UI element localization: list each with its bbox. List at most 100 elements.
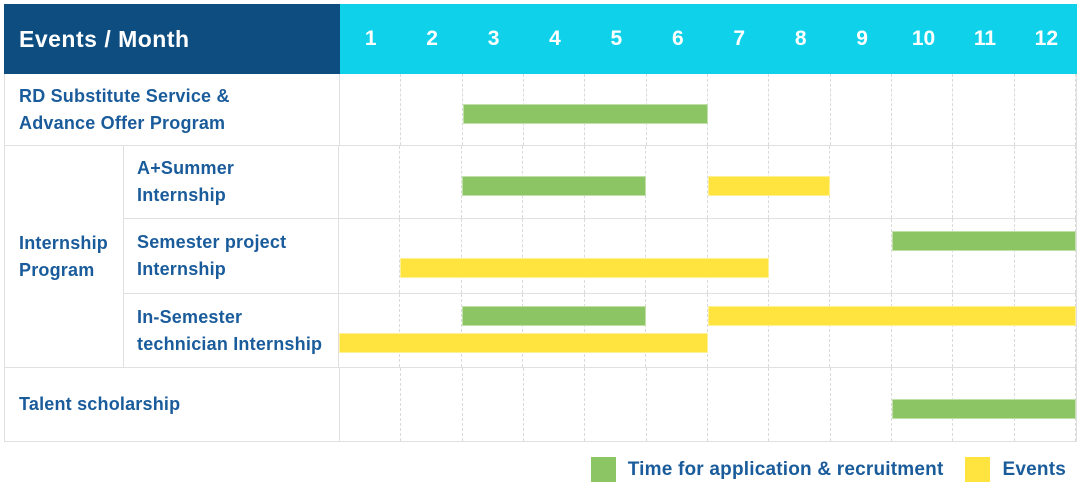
- legend-application-swatch: [590, 457, 616, 482]
- month-gridcell: [585, 294, 647, 367]
- month-gridcell: [462, 294, 524, 367]
- month-gridcell: [646, 219, 708, 293]
- month-gridcell: [340, 368, 402, 441]
- month-gridcell: [1015, 219, 1077, 293]
- month-gridcell: [708, 219, 769, 293]
- row-label-rd-substitute: RD Substitute Service & Advance Offer Pr…: [5, 74, 340, 145]
- timeline-track-talent-scholarship: [340, 368, 1076, 441]
- row-label-line: Talent scholarship: [19, 394, 181, 414]
- legend-item-events: Events: [965, 457, 1066, 482]
- month-header-9: 9: [856, 27, 868, 50]
- row-rd-substitute: RD Substitute Service & Advance Offer Pr…: [5, 74, 1076, 146]
- group-label-line: Program: [19, 259, 95, 280]
- month-gridcell: [523, 294, 585, 367]
- month-gridcell: [708, 74, 770, 145]
- month-gridcell: [585, 368, 647, 441]
- row-a-summer-internship: A+Summer Internship: [124, 146, 1077, 219]
- row-label-a-summer-internship: A+Summer Internship: [124, 146, 339, 218]
- month-gridcell: [585, 219, 647, 293]
- legend-events-label: Events: [1002, 458, 1066, 480]
- month-gridcell: [1015, 146, 1077, 218]
- month-gridcell: [769, 219, 831, 293]
- month-gridcell: [463, 368, 524, 441]
- month-gridcell: [892, 219, 954, 293]
- month-gridcell: [831, 74, 892, 145]
- month-gridcell: [401, 368, 463, 441]
- row-label-line: A+Summer: [137, 158, 235, 178]
- row-label-in-semester-technician-internship: In-Semester technician Internship: [124, 294, 339, 367]
- month-gridcell: [1015, 294, 1077, 367]
- timeline-track-rd-substitute: [340, 74, 1076, 145]
- month-gridcell: [647, 368, 708, 441]
- gantt-bar-application: [461, 176, 647, 196]
- row-label-line: In-Semester: [137, 306, 243, 327]
- month-gridcell: [830, 219, 892, 293]
- month-gridcell: [892, 146, 954, 218]
- month-gridcell: [953, 219, 1015, 293]
- row-label-line: Internship: [137, 259, 227, 279]
- timeline-track-a-summer-internship: [339, 146, 1077, 218]
- month-gridcell: [401, 74, 463, 145]
- timeline-track-in-semester-technician-internship: [339, 294, 1077, 367]
- month-gridcell: [646, 146, 708, 218]
- row-label-line: Advance Offer Program: [19, 112, 226, 133]
- row-label-line: Semester project: [137, 232, 287, 252]
- month-header-1: 1: [364, 27, 377, 50]
- row-label-talent-scholarship: Talent scholarship: [5, 368, 340, 441]
- gantt-bar-application: [892, 398, 1076, 419]
- month-header-8: 8: [794, 27, 807, 50]
- legend-item-application: Time for application & recruitment: [590, 457, 944, 482]
- row-in-semester-technician-internship: In-Semester technician Internship: [124, 294, 1077, 367]
- month-gridcell: [339, 294, 401, 367]
- month-gridcell: [462, 219, 524, 293]
- month-gridcell: [892, 74, 954, 145]
- row-label-line: technician Internship: [137, 333, 323, 354]
- month-gridcell: [831, 368, 892, 441]
- month-header-5: 5: [610, 27, 623, 50]
- group-label-line: Internship: [19, 232, 109, 253]
- month-header-11: 11: [973, 27, 997, 50]
- month-gridcell: [1015, 74, 1076, 145]
- month-gridcell: [830, 294, 892, 367]
- gantt-bar-application: [462, 103, 708, 124]
- month-header-4: 4: [549, 27, 561, 50]
- row-semester-project-internship: Semester project Internship: [124, 219, 1077, 294]
- month-gridcell: [400, 219, 462, 293]
- month-gridcell: [646, 294, 708, 367]
- legend: Time for application & recruitment Event…: [590, 457, 1066, 482]
- header-corner-cell: Events / Month: [4, 4, 340, 74]
- month-header-2: 2: [426, 27, 438, 50]
- legend-events-swatch: [965, 457, 991, 482]
- month-gridcell: [400, 294, 462, 367]
- month-header-12: 12: [1034, 27, 1059, 50]
- gantt-bar-events: [707, 176, 831, 196]
- gantt-bar-events: [339, 333, 708, 353]
- month-gridcell: [892, 294, 954, 367]
- gantt-bar-events: [707, 306, 1076, 326]
- legend-application-label: Time for application & recruitment: [627, 458, 944, 480]
- month-gridcell: [340, 74, 402, 145]
- month-header-6: 6: [671, 27, 684, 50]
- group-subrows: A+Summer Internship Semester project Int…: [124, 146, 1077, 367]
- gantt-bar-events: [400, 258, 769, 278]
- month-gridcell: [953, 146, 1015, 218]
- month-gridcell: [769, 74, 831, 145]
- timeline-track-semester-project-internship: [339, 219, 1077, 293]
- row-label-line: RD Substitute Service &: [19, 85, 230, 106]
- month-gridcell: [953, 294, 1015, 367]
- gantt-bar-application: [891, 231, 1076, 251]
- header-corner-label: Events / Month: [19, 25, 190, 52]
- month-gridcell: [523, 219, 585, 293]
- month-gridcell: [339, 219, 401, 293]
- group-label-internship-program: Internship Program: [5, 146, 124, 367]
- month-gridcell: [339, 146, 401, 218]
- month-gridcell: [953, 74, 1015, 145]
- month-gridcell: [708, 368, 770, 441]
- month-gridcell: [769, 368, 831, 441]
- month-header-10: 10: [911, 27, 936, 50]
- row-label-semester-project-internship: Semester project Internship: [124, 219, 339, 293]
- gantt-bar-application: [461, 306, 647, 326]
- table-header-row: Events / Month 1 2 3 4 5 6 7 8 9 10 11 1…: [4, 4, 1077, 74]
- table-body: RD Substitute Service & Advance Offer Pr…: [4, 74, 1077, 442]
